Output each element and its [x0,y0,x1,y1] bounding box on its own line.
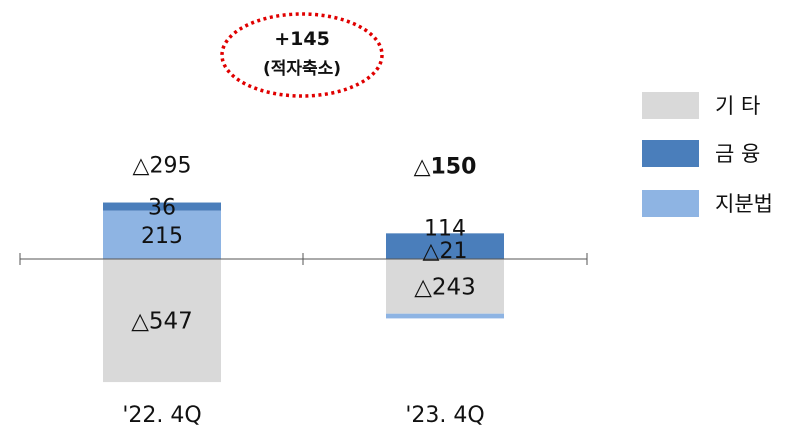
total-label: △295 [133,154,192,179]
category-label: '23. 4Q [405,403,484,428]
legend-swatch-finance [642,140,699,167]
label-group: △547 36 215 △295 '22. 4Q △243 114△21 △150 '23. 4… [122,154,484,428]
bar-segment-equity [386,313,504,319]
legend-swatch-equity [642,190,699,217]
bar-segment-finance [103,202,221,211]
bar-group [103,202,504,383]
x-axis [19,253,588,265]
data-label-finance: 36 [148,196,176,221]
bar-segment-etc [386,259,504,314]
total-label: △150 [414,154,477,179]
category-label: '22. 4Q [122,403,201,428]
legend-swatch-etc [642,92,699,119]
data-label-equity: 215 [141,224,183,249]
data-label-finance: 114 [424,216,466,241]
data-label-etc: △547 [131,309,193,335]
change-annotation: +145 (적자축소) [220,12,384,98]
legend-label-finance: 금 융 [715,142,760,166]
data-label-etc: △243 [414,274,476,300]
legend-label-etc: 기 타 [715,94,760,118]
annotation-note: (적자축소) [263,59,341,79]
annotation-ellipse [220,12,384,98]
bar-segment-finance [386,233,504,259]
data-label-equity: △21 [423,239,468,264]
bar-segment-equity [103,210,221,259]
legend-label-equity: 지분법 [715,192,773,216]
bar-segment-etc [103,259,221,383]
annotation-delta: +145 [274,28,330,50]
